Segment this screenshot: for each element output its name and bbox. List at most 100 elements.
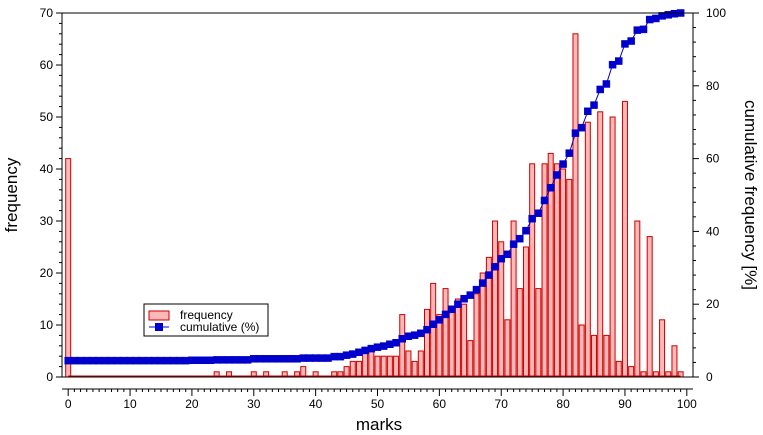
y2-tick-label: 20 (706, 297, 720, 311)
legend-cumulative-marker (155, 323, 163, 331)
cumulative-marker (577, 123, 586, 132)
frequency-bar (374, 355, 381, 378)
frequency-bar (430, 282, 437, 378)
y-tick-label: 50 (40, 110, 54, 124)
frequency-bar (436, 314, 443, 378)
frequency-bar (634, 220, 641, 378)
x-tick-label: 40 (309, 397, 323, 411)
x-tick-label: 50 (371, 397, 385, 411)
y-tick-label: 40 (40, 162, 54, 176)
cumulative-marker (491, 262, 499, 271)
frequency-bar (628, 366, 635, 378)
y-tick-label: 20 (40, 266, 54, 280)
y-tick-label: 30 (40, 214, 54, 228)
cumulative-marker (584, 107, 592, 116)
frequency-bar (386, 355, 393, 378)
y-tick-label: 10 (40, 318, 54, 332)
y-axis-title: frequency (2, 157, 21, 232)
cumulative-marker (596, 85, 604, 94)
frequency-bar (362, 350, 369, 378)
cumulative-line-layer (64, 9, 685, 365)
legend-cumulative-label: cumulative (%) (180, 320, 259, 334)
frequency-bar (393, 355, 400, 378)
cumulative-marker (540, 196, 549, 205)
frequency-bar (442, 288, 449, 378)
frequency-bar (405, 350, 412, 378)
frequency-bar (380, 355, 387, 378)
cumulative-marker (590, 101, 598, 109)
frequency-bar (399, 314, 406, 378)
cumulative-marker (565, 149, 574, 157)
frequency-bar (566, 178, 573, 378)
cumulative-marker (429, 320, 437, 328)
frequency-bar (659, 319, 666, 378)
cumulative-marker (571, 129, 580, 137)
frequency-bar (597, 111, 604, 378)
legend-frequency-label: frequency (180, 308, 233, 322)
x-tick-label: 70 (495, 397, 509, 411)
frequency-bar (492, 220, 499, 378)
cumulative-marker (639, 25, 648, 34)
axes-layer: 0 10 20 30 40 50 60 70 80 90 100 0 10 20 30 40 50 60 70 0 20… (40, 6, 727, 411)
frequency-bar (349, 360, 356, 378)
frequency-bar (467, 340, 474, 378)
y2-tick-label: 100 (706, 6, 726, 20)
y2-tick-label: 80 (706, 79, 720, 93)
cumulative-marker (454, 300, 462, 308)
plot-frame (61, 12, 694, 378)
frequency-bar (578, 324, 585, 378)
cumulative-marker (516, 234, 524, 243)
frequency-bar (424, 308, 430, 378)
frequency-bar (609, 116, 616, 378)
x-tick-label: 100 (677, 397, 697, 411)
cumulative-marker (485, 271, 493, 279)
frequency-bar (65, 158, 72, 378)
frequency-bar (553, 163, 560, 378)
frequency-bar (300, 366, 307, 378)
frequency-bar (671, 345, 678, 378)
cumulative-marker (627, 37, 635, 45)
frequency-bar (411, 360, 418, 378)
y2-tick-label: 40 (706, 224, 720, 238)
x-tick-label: 0 (65, 397, 72, 411)
frequency-bar (504, 319, 511, 378)
cumulative-marker (472, 285, 481, 294)
frequency-bar (603, 334, 610, 378)
cumulative-marker (478, 279, 487, 287)
cumulative-marker (392, 339, 400, 347)
y-tick-label: 0 (46, 370, 53, 384)
frequency-bar (343, 366, 350, 378)
cumulative-marker (497, 254, 505, 263)
y-tick-label: 60 (40, 58, 54, 72)
cumulative-marker (534, 209, 543, 217)
cumulative-marker (602, 80, 611, 88)
cumulative-marker (435, 316, 444, 324)
frequency-bar (461, 303, 468, 378)
frequency-bar (479, 272, 486, 378)
cumulative-marker (423, 325, 431, 334)
cumulative-marker (447, 305, 456, 314)
frequency-bar (454, 298, 461, 378)
x-axis-title: marks (356, 415, 402, 434)
frequency-bar (621, 100, 628, 378)
x-tick-label: 20 (185, 397, 199, 411)
legend: frequency cumulative (%) (143, 303, 269, 337)
x-tick-label: 10 (123, 397, 137, 411)
frequency-bar (355, 360, 362, 378)
cumulative-marker (615, 57, 623, 65)
cumulative-marker (546, 183, 555, 192)
cumulative-marker (509, 240, 518, 248)
cumulative-marker (522, 226, 530, 235)
frequency-bar (591, 334, 598, 378)
frequency-bar (584, 121, 591, 378)
frequency-bar (516, 288, 523, 378)
frequency-bar (417, 350, 424, 378)
frequency-bar (646, 236, 653, 378)
cumulative-marker (528, 214, 536, 223)
frequency-bar (560, 168, 567, 378)
frequency-bar (473, 293, 480, 378)
frequency-bar (535, 288, 542, 378)
cumulative-marker (503, 250, 512, 259)
x-tick-label: 90 (618, 397, 632, 411)
